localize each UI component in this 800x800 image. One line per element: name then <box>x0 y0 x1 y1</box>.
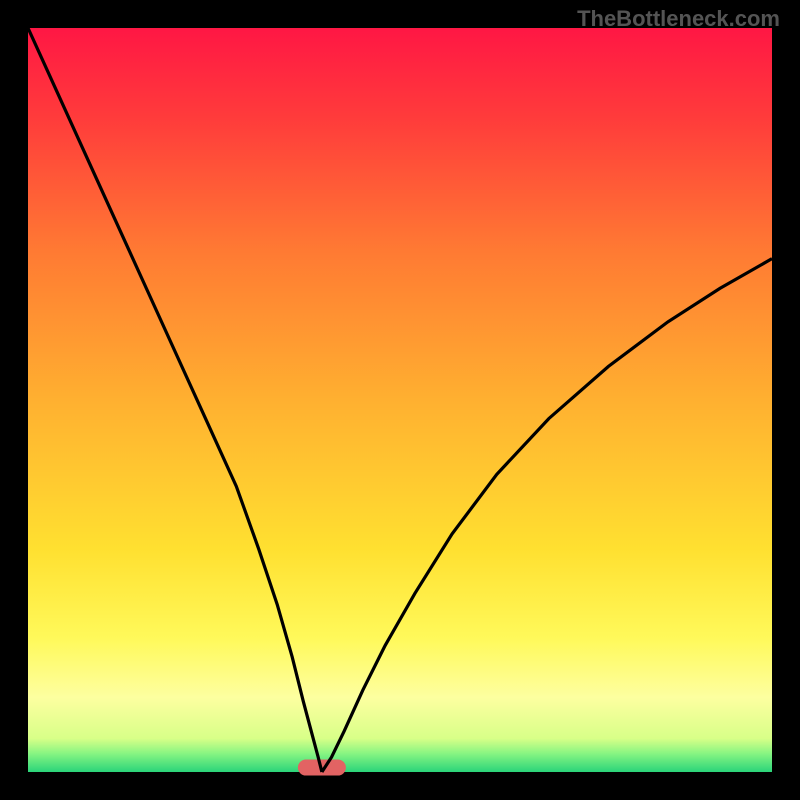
watermark-text: TheBottleneck.com <box>577 6 780 32</box>
plot-background <box>28 28 772 772</box>
bottleneck-chart <box>0 0 800 800</box>
